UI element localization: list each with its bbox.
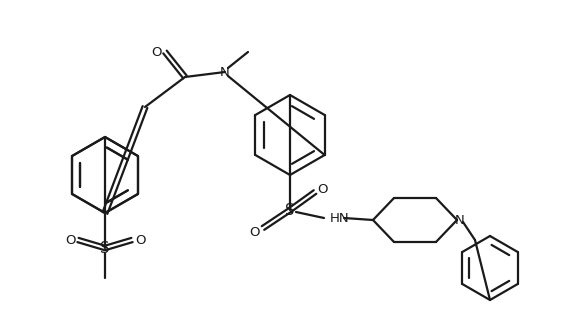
Text: O: O — [135, 234, 145, 246]
Text: O: O — [318, 182, 328, 195]
Text: S: S — [100, 241, 110, 255]
Text: O: O — [152, 46, 162, 58]
Text: O: O — [65, 234, 75, 246]
Text: N: N — [220, 66, 230, 78]
Text: O: O — [250, 225, 260, 238]
Text: HN: HN — [330, 212, 350, 224]
Text: N: N — [455, 214, 465, 226]
Text: S: S — [285, 203, 295, 217]
